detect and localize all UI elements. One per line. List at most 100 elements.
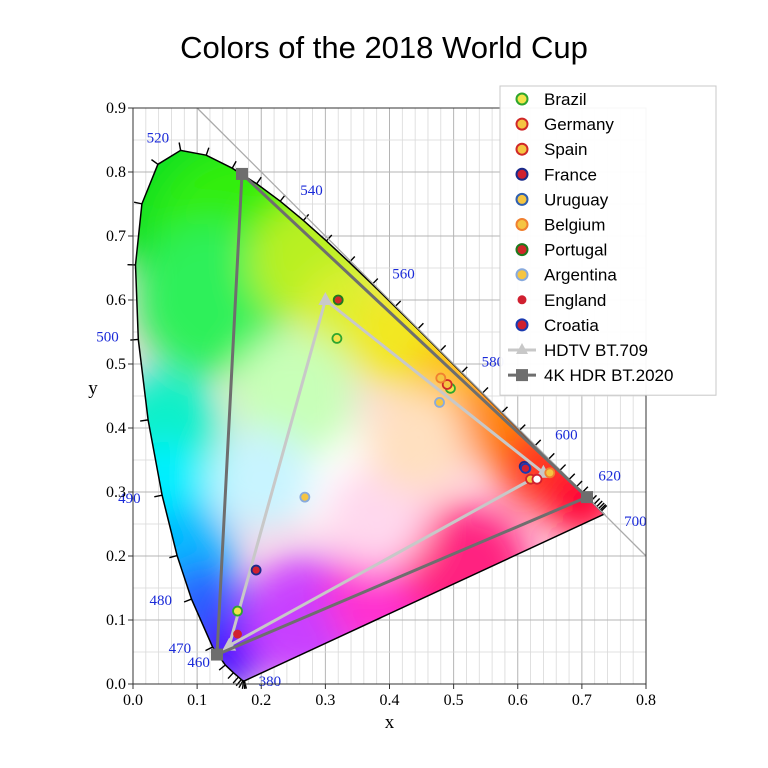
gamut-vertex-square [581, 491, 594, 504]
y-tick-label: 0.8 [106, 164, 126, 181]
axes: 0.0 0.1 0.2 0.3 0.4 0.5 0.6 0.7 0.8 0.0 0.1 0.2 0.3 0… [88, 100, 656, 733]
wavelength-tick [575, 480, 583, 488]
x-tick-label: 0.8 [636, 692, 656, 709]
x-tick-label: 0.2 [251, 692, 271, 709]
wavelength-label: 500 [96, 329, 119, 345]
wavelength-tick [231, 160, 237, 169]
y-tick-label: 0.2 [106, 548, 126, 565]
wavelength-tick [154, 494, 163, 498]
legend-label: England [544, 291, 606, 310]
wavelength-tick [241, 680, 245, 689]
y-tick-label: 0.6 [106, 292, 126, 309]
fill-blob [325, 466, 428, 569]
wavelength-tick [205, 646, 213, 652]
legend-label: Uruguay [544, 190, 609, 209]
wavelength-tick [140, 419, 149, 422]
wavelength-tick [598, 502, 605, 510]
gamut-vertex-triangle [318, 292, 333, 305]
legend-label: HDTV BT.709 [544, 341, 648, 360]
wavelength-tick [593, 498, 601, 505]
point-croatia [520, 462, 531, 474]
wavelength-tick [178, 142, 182, 151]
x-tick-label: 0.4 [380, 692, 400, 709]
point-belgium [435, 372, 447, 384]
legend-marker-argentina [515, 268, 529, 282]
fill-blob [363, 389, 467, 493]
legend-marker-uruguay [515, 192, 529, 206]
gamut-vertex-square [236, 167, 249, 180]
wavelength-label: 600 [555, 428, 578, 444]
wavelength-tick [256, 176, 262, 185]
chart-title: Colors of the 2018 World Cup [180, 30, 588, 65]
point-argentina [299, 491, 311, 503]
legend-label: Germany [544, 115, 614, 134]
wavelength-tick [568, 473, 576, 480]
wavelength-tick [519, 424, 526, 431]
y-axis-title: y [88, 378, 98, 399]
legend-label: Brazil [544, 90, 587, 109]
wavelength-tick [279, 194, 286, 202]
fill-blob [135, 223, 287, 377]
wavelength-label: 580 [482, 355, 505, 371]
wavelength-tick [183, 598, 192, 603]
wavelength-tick [501, 406, 508, 414]
wavelength-tick [243, 680, 246, 689]
legend-box [499, 85, 717, 396]
legend: Brazil Germany Spain France Uruguay Belgium Po… [499, 85, 717, 396]
legend-marker-portugal [515, 243, 529, 257]
x-tick-label: 0.3 [315, 692, 335, 709]
gamut-outline-1 [215, 172, 589, 657]
wavelength-tick [232, 676, 239, 684]
legend-label: Spain [544, 140, 587, 159]
wavelength-label: 460 [187, 655, 210, 671]
legend-marker-england [517, 295, 527, 305]
y-tick-label: 0.5 [106, 356, 126, 373]
wavelength-tick [325, 234, 333, 242]
wavelength-tick [235, 679, 242, 687]
wavelength-tick [227, 672, 234, 680]
legend-marker-brazil [515, 92, 529, 106]
x-tick-label: 0.6 [508, 692, 528, 709]
team-points [232, 294, 556, 639]
wavelength-tick [417, 322, 424, 330]
wavelength-tick [534, 439, 542, 447]
wavelength-label: 560 [392, 266, 415, 282]
wavelength-label: 380 [259, 674, 282, 690]
legend-marker-triangle [516, 343, 528, 354]
point-germany [441, 379, 453, 390]
wavelength-tick [599, 503, 607, 511]
legend-label: Argentina [544, 266, 617, 285]
wavelength-label: 480 [150, 593, 173, 609]
point-argentina [434, 396, 445, 408]
y-tick-label: 0.9 [106, 100, 126, 117]
wavelength-tick [169, 554, 178, 559]
x-axis-title: x [385, 712, 395, 733]
wavelength-tick [596, 500, 603, 508]
wavelength-tick [481, 387, 489, 394]
x-tick-label: 0.7 [572, 692, 592, 709]
x-tick-label: 0.1 [187, 692, 207, 709]
wavelength-tick [218, 664, 226, 671]
y-tick-label: 0.3 [106, 484, 126, 501]
gamut-outline-0 [227, 298, 545, 648]
legend-marker-spain [515, 142, 529, 156]
wavelength-tick [205, 147, 210, 156]
legend-label: Portugal [544, 241, 607, 260]
point-brazil [331, 332, 343, 344]
y-tick-label: 0.0 [106, 676, 126, 693]
legend-label: Belgium [544, 216, 605, 235]
wavelength-tick [133, 201, 143, 205]
wavelength-tick [461, 366, 468, 374]
wavelength-tick [130, 338, 139, 341]
wavelength-label: 520 [147, 130, 170, 146]
wavelength-tick [600, 505, 608, 512]
point-brazil [232, 605, 243, 617]
wavelength-label: 490 [118, 491, 141, 507]
legend-label: France [544, 165, 597, 184]
x-tick-label: 0.5 [444, 692, 464, 709]
y-tick-label: 0.4 [106, 420, 126, 437]
x-tick-label: 0.0 [123, 692, 143, 709]
wavelength-label: 620 [598, 469, 621, 485]
wavelength-label: 700 [624, 514, 647, 530]
